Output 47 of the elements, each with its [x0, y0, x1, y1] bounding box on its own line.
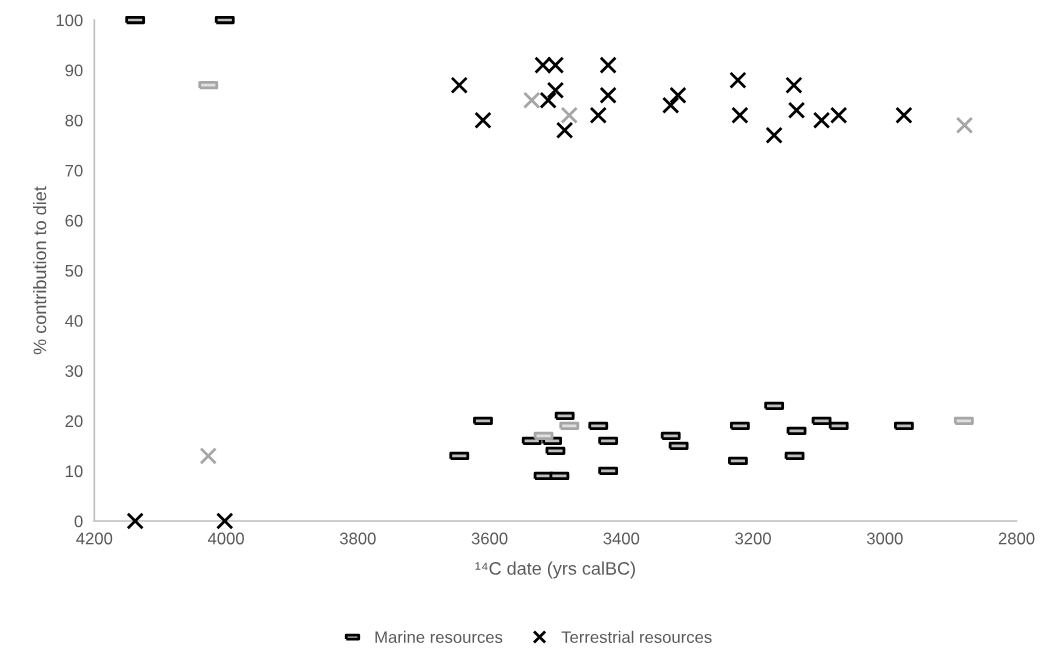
- point: [539, 91, 557, 109]
- point: [812, 111, 831, 129]
- x-tick-label: 4000: [207, 532, 244, 545]
- point: [523, 91, 541, 109]
- x-tick-label: 3400: [603, 532, 640, 545]
- x-tick-label: 3600: [471, 532, 508, 545]
- y-tick-label: 50: [65, 264, 83, 277]
- y-tick-label: 10: [65, 465, 83, 478]
- point: [474, 111, 492, 129]
- y-tick-label: 90: [65, 64, 83, 77]
- y-tick-label: 40: [65, 315, 83, 327]
- point: [216, 512, 234, 530]
- y-tick-label: 100: [56, 14, 83, 27]
- x-tick-label: 2800: [998, 532, 1035, 545]
- point: [546, 81, 565, 99]
- point: [199, 447, 217, 465]
- point: [787, 101, 806, 119]
- y-tick-label: 70: [65, 164, 83, 177]
- x-axis-title: ¹⁴C date (yrs calBC): [475, 561, 635, 579]
- point: [830, 106, 848, 124]
- point: [450, 76, 468, 94]
- y-tick-label: 20: [65, 415, 83, 428]
- point: [729, 71, 747, 89]
- x-tick-label: 3200: [735, 532, 771, 545]
- point: [895, 106, 913, 124]
- point: [765, 126, 783, 144]
- point: [555, 121, 574, 139]
- point: [669, 86, 687, 104]
- y-tick-label: 80: [65, 114, 83, 127]
- point: [662, 96, 680, 114]
- x-tick-label: 3800: [339, 532, 376, 545]
- y-axis-title: % contribution to diet: [33, 186, 47, 355]
- legend-label: Marine resources: [375, 630, 503, 644]
- y-tick-label: 30: [65, 365, 83, 377]
- point: [126, 512, 144, 530]
- point: [589, 106, 607, 124]
- point: [955, 116, 974, 134]
- x-tick-label: 3000: [866, 532, 903, 545]
- point: [599, 56, 617, 74]
- point: [560, 106, 578, 124]
- point: [731, 106, 749, 124]
- x-tick-label: 4200: [76, 532, 113, 545]
- point: [599, 86, 617, 104]
- y-tick-label: 0: [74, 515, 83, 528]
- y-tick-label: 60: [65, 214, 83, 227]
- legend-label: Terrestrial resources: [561, 630, 712, 644]
- point: [785, 76, 803, 94]
